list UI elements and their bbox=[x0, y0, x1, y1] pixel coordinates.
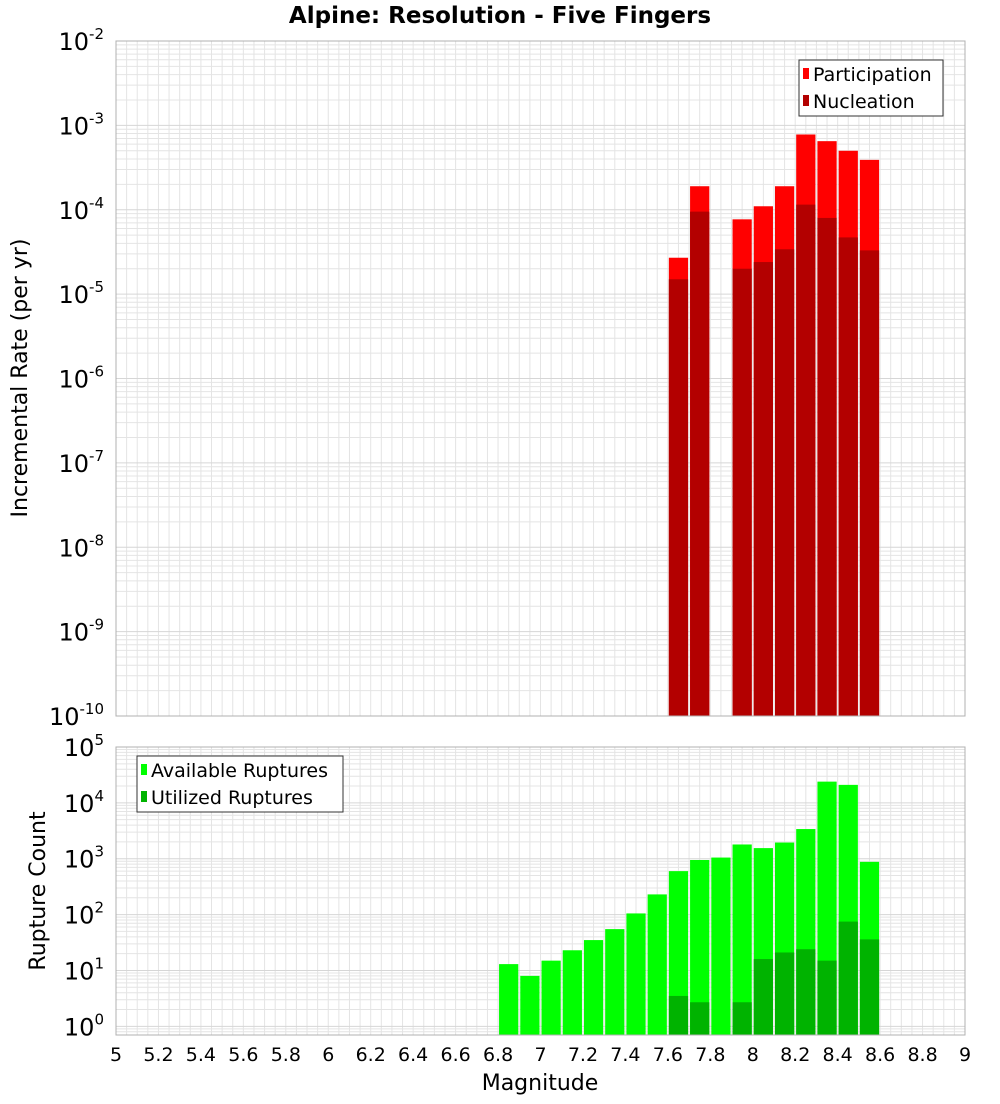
y-tick-label: 102 bbox=[64, 899, 104, 930]
x-tick-label: 8 bbox=[747, 1044, 759, 1066]
utilized-ruptures-bar bbox=[796, 949, 816, 1035]
legend: Participation Nucleation bbox=[798, 59, 944, 117]
panel-rupture-count: 100 101 102 103 104 105 Rupture Count Available… bbox=[26, 731, 966, 1041]
utilized-ruptures-bar bbox=[732, 1002, 752, 1035]
x-tick-label: 8.6 bbox=[865, 1044, 895, 1066]
x-tick-label: 6 bbox=[322, 1044, 334, 1066]
y-tick-label: 10-4 bbox=[58, 194, 104, 225]
y-tick-label: 10-5 bbox=[58, 278, 104, 309]
y-axis-label: Incremental Rate (per yr) bbox=[8, 239, 33, 518]
legend-swatch bbox=[803, 68, 809, 79]
x-tick-label: 5.4 bbox=[186, 1044, 216, 1066]
available-ruptures-bar bbox=[690, 859, 710, 1035]
x-tick-label: 7.4 bbox=[610, 1044, 640, 1066]
y-tick-label: 100 bbox=[64, 1010, 104, 1041]
available-ruptures-bar bbox=[583, 940, 604, 1035]
y-axis-label: Rupture Count bbox=[26, 811, 51, 971]
y-tick-label: 103 bbox=[64, 843, 104, 874]
utilized-ruptures-bar bbox=[668, 995, 689, 1035]
x-tick-label: 7.8 bbox=[695, 1044, 725, 1066]
x-tick-label: 6.2 bbox=[356, 1044, 386, 1066]
available-ruptures-bar bbox=[711, 857, 731, 1035]
x-tick-label: 7.2 bbox=[568, 1044, 598, 1066]
x-tick-label: 6.4 bbox=[398, 1044, 428, 1066]
x-tick-label: 8.8 bbox=[907, 1044, 937, 1066]
x-tick-label: 8.4 bbox=[823, 1044, 853, 1066]
nucleation-bar bbox=[838, 237, 858, 716]
x-tick-label: 5 bbox=[110, 1044, 122, 1066]
legend-swatch bbox=[141, 764, 147, 775]
plot-frame bbox=[115, 746, 966, 1036]
available-ruptures-bar bbox=[541, 960, 561, 1035]
y-tick-label: 104 bbox=[64, 787, 104, 818]
y-tick-label: 101 bbox=[64, 954, 104, 985]
utilized-ruptures-bar bbox=[838, 921, 858, 1035]
legend-swatch bbox=[803, 95, 809, 106]
y-tick-label: 105 bbox=[64, 731, 104, 762]
y-tick-label: 10-7 bbox=[58, 447, 104, 478]
x-tick-label: 6.6 bbox=[440, 1044, 470, 1066]
available-ruptures-bar bbox=[732, 844, 752, 1035]
nucleation-bar bbox=[859, 250, 880, 717]
x-tick-label: 7 bbox=[534, 1044, 546, 1066]
x-tick-label: 9 bbox=[959, 1044, 971, 1066]
legend-label: Utilized Ruptures bbox=[151, 787, 313, 809]
legend-label: Participation bbox=[813, 64, 932, 86]
chart-title: Alpine: Resolution - Five Fingers bbox=[289, 3, 711, 29]
x-tick-label: 5.6 bbox=[228, 1044, 258, 1066]
available-ruptures-bar bbox=[520, 975, 540, 1035]
available-ruptures-bar bbox=[647, 894, 667, 1035]
legend-box bbox=[798, 59, 944, 117]
x-tick-label: 8.2 bbox=[780, 1044, 810, 1066]
nucleation-bar bbox=[817, 217, 837, 716]
utilized-ruptures-bar bbox=[859, 939, 880, 1035]
x-tick-label: 5.8 bbox=[271, 1044, 301, 1066]
nucleation-bar bbox=[668, 279, 689, 716]
utilized-ruptures-bar bbox=[774, 952, 795, 1035]
y-tick-label: 10-3 bbox=[58, 109, 104, 140]
y-tick-label: 10-10 bbox=[49, 700, 104, 731]
y-tick-label: 10-2 bbox=[58, 25, 104, 56]
nucleation-bar bbox=[690, 211, 710, 716]
legend: Available Ruptures Utilized Ruptures bbox=[136, 755, 344, 813]
legend-label: Available Ruptures bbox=[151, 760, 328, 782]
y-tick-label: 10-9 bbox=[58, 616, 104, 647]
nucleation-bar bbox=[753, 262, 773, 716]
legend-label: Nucleation bbox=[813, 91, 915, 113]
x-tick-label: 5.2 bbox=[143, 1044, 173, 1066]
y-tick-label: 10-8 bbox=[58, 531, 104, 562]
utilized-ruptures-bar bbox=[690, 1002, 710, 1035]
available-ruptures-bar bbox=[668, 871, 689, 1035]
plot-frame bbox=[115, 40, 966, 717]
available-ruptures-bar bbox=[499, 964, 519, 1035]
legend-swatch bbox=[141, 791, 147, 802]
panel-incremental-rate: 10-10 10-9 10-8 10-7 10-6 10-5 10-4 10-3 10-2 Inc… bbox=[8, 25, 966, 731]
nucleation-bar bbox=[774, 249, 795, 716]
utilized-ruptures-bar bbox=[753, 959, 773, 1035]
utilized-ruptures-bar bbox=[817, 960, 837, 1035]
x-tick-label: 7.6 bbox=[653, 1044, 683, 1066]
x-axis-label: Magnitude bbox=[482, 1071, 599, 1096]
nucleation-bar bbox=[732, 268, 752, 716]
available-ruptures-bar bbox=[626, 913, 646, 1035]
legend-box bbox=[136, 755, 344, 813]
nucleation-bar bbox=[796, 204, 816, 717]
available-ruptures-bar bbox=[605, 929, 625, 1035]
y-tick-label: 10-6 bbox=[58, 363, 104, 394]
available-ruptures-bar bbox=[562, 950, 582, 1035]
x-tick-label: 6.8 bbox=[483, 1044, 513, 1066]
